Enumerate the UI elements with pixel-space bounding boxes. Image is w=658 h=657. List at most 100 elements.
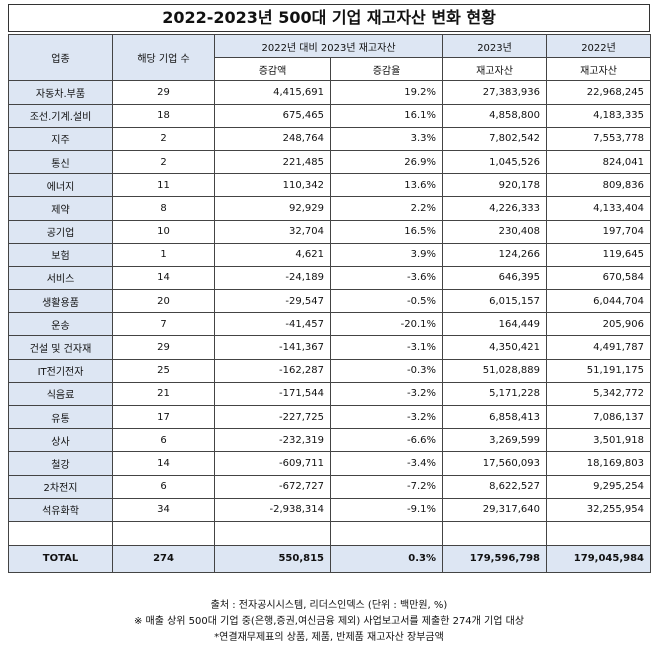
rate-cell: 26.9% <box>329 149 444 175</box>
industry-cell: 서비스 <box>8 265 113 291</box>
total-amount: 550,815 <box>214 544 331 573</box>
count-cell: 29 <box>112 335 215 360</box>
count-cell: 7 <box>112 312 215 337</box>
rate-cell: 13.6% <box>329 173 444 198</box>
table-row: 지주 2 248,764 3.3% 7,802,542 7,553,778 <box>8 126 652 151</box>
table-row: 자동차.부품 29 4,415,691 19.2% 27,383,936 22,968,2… <box>8 80 652 105</box>
inventory-2022-cell: 5,342,772 <box>546 381 652 407</box>
amount-cell: -41,457 <box>214 312 331 337</box>
amount-cell: -162,287 <box>214 358 331 383</box>
industry-cell: 건설 및 건자재 <box>8 335 113 360</box>
inventory-2022-cell: 22,968,245 <box>546 80 652 105</box>
count-cell: 14 <box>112 451 215 476</box>
table-row: 건설 및 건자재 29 -141,367 -3.1% 4,350,421 4,491,78… <box>8 335 652 360</box>
notes: 출처 : 전자공시시스템, 리더스인덱스 (단위 : 백만원, %) ※ 매출 … <box>0 598 658 646</box>
amount-cell: -24,189 <box>214 265 331 291</box>
empty-cell <box>8 520 113 546</box>
header-inventory-2022: 재고자산 <box>546 57 652 82</box>
amount-cell: -29,547 <box>214 289 331 314</box>
amount-cell: -171,544 <box>214 381 331 407</box>
total-label: TOTAL <box>8 544 113 573</box>
total-2022: 179,045,984 <box>546 544 652 573</box>
table-row: 통신 2 221,485 26.9% 1,045,526 824,041 <box>8 149 652 175</box>
inventory-2023-cell: 920,178 <box>442 173 548 198</box>
table-body: 자동차.부품 29 4,415,691 19.2% 27,383,936 22,968,2… <box>8 80 652 522</box>
inventory-2023-cell: 124,266 <box>442 242 548 267</box>
industry-cell: 상사 <box>8 428 113 453</box>
inventory-2022-cell: 3,501,918 <box>546 428 652 453</box>
count-cell: 21 <box>112 381 215 407</box>
header-inventory-2023: 재고자산 <box>442 57 548 82</box>
inventory-2023-cell: 6,858,413 <box>442 404 548 430</box>
inventory-2023-cell: 51,028,889 <box>442 358 548 383</box>
count-cell: 6 <box>112 428 215 453</box>
inventory-2022-cell: 18,169,803 <box>546 451 652 476</box>
inventory-2022-cell: 197,704 <box>546 219 652 244</box>
header-2022: 2022년 <box>546 33 652 59</box>
rate-cell: 3.3% <box>329 126 444 151</box>
inventory-2022-cell: 824,041 <box>546 149 652 175</box>
inventory-2022-cell: 4,133,404 <box>546 196 652 221</box>
inventory-2022-cell: 205,906 <box>546 312 652 337</box>
inventory-2023-cell: 29,317,640 <box>442 497 548 522</box>
table-row: 운송 7 -41,457 -20.1% 164,449 205,906 <box>8 312 652 337</box>
amount-cell: 248,764 <box>214 126 331 151</box>
rate-cell: -3.4% <box>329 451 444 476</box>
table-row: 조선.기계.설비 18 675,465 16.1% 4,858,800 4,183,335 <box>8 103 652 128</box>
industry-cell: 2차전지 <box>8 474 113 499</box>
inventory-2023-cell: 6,015,157 <box>442 289 548 314</box>
empty-cell <box>214 520 331 546</box>
amount-cell: -672,727 <box>214 474 331 499</box>
count-cell: 11 <box>112 173 215 198</box>
inventory-2023-cell: 4,226,333 <box>442 196 548 221</box>
count-cell: 14 <box>112 265 215 291</box>
count-cell: 2 <box>112 126 215 151</box>
empty-row <box>8 520 652 546</box>
header-row-1: 업종 해당 기업 수 2022년 대비 2023년 재고자산 2023년 202… <box>8 33 652 82</box>
count-cell: 34 <box>112 497 215 522</box>
total-rate: 0.3% <box>329 544 444 573</box>
amount-cell: -141,367 <box>214 335 331 360</box>
inventory-2023-cell: 646,395 <box>442 265 548 291</box>
empty-cell <box>442 520 548 546</box>
table-title: 2022-2023년 500대 기업 재고자산 변화 현황 <box>8 4 650 32</box>
inventory-2023-cell: 4,858,800 <box>442 103 548 128</box>
inventory-2022-cell: 7,553,778 <box>546 126 652 151</box>
total-row: TOTAL 274 550,815 0.3% 179,596,798 179,0… <box>8 544 652 573</box>
empty-cell <box>546 520 652 546</box>
rate-cell: 2.2% <box>329 196 444 221</box>
inventory-2022-cell: 32,255,954 <box>546 497 652 522</box>
inventory-2022-cell: 119,645 <box>546 242 652 267</box>
inventory-2022-cell: 809,836 <box>546 173 652 198</box>
count-cell: 29 <box>112 80 215 105</box>
table-row: 유통 17 -227,725 -3.2% 6,858,413 7,086,137 <box>8 404 652 430</box>
inventory-2023-cell: 5,171,228 <box>442 381 548 407</box>
amount-cell: 4,415,691 <box>214 80 331 105</box>
table-row: 석유화학 34 -2,938,314 -9.1% 29,317,640 32,255,95… <box>8 497 652 522</box>
rate-cell: -9.1% <box>329 497 444 522</box>
amount-cell: 221,485 <box>214 149 331 175</box>
industry-cell: 자동차.부품 <box>8 80 113 105</box>
rate-cell: -20.1% <box>329 312 444 337</box>
count-cell: 20 <box>112 289 215 314</box>
table-row: 생활용품 20 -29,547 -0.5% 6,015,157 6,044,704 <box>8 289 652 314</box>
table-row: 제약 8 92,929 2.2% 4,226,333 4,133,404 <box>8 196 652 221</box>
inventory-2023-cell: 27,383,936 <box>442 80 548 105</box>
inventory-2023-cell: 164,449 <box>442 312 548 337</box>
rate-cell: 3.9% <box>329 242 444 267</box>
rate-cell: -3.2% <box>329 381 444 407</box>
industry-cell: 공기업 <box>8 219 113 244</box>
amount-cell: -2,938,314 <box>214 497 331 522</box>
inventory-2022-cell: 51,191,175 <box>546 358 652 383</box>
industry-cell: 운송 <box>8 312 113 337</box>
header-count: 해당 기업 수 <box>112 33 215 82</box>
amount-cell: -609,711 <box>214 451 331 476</box>
total-2023: 179,596,798 <box>442 544 548 573</box>
table-row: 2차전지 6 -672,727 -7.2% 8,622,527 9,295,254 <box>8 474 652 499</box>
amount-cell: 675,465 <box>214 103 331 128</box>
inventory-2022-cell: 9,295,254 <box>546 474 652 499</box>
industry-cell: 에너지 <box>8 173 113 198</box>
header-increase-amount: 증감액 <box>214 57 331 82</box>
amount-cell: -232,319 <box>214 428 331 453</box>
